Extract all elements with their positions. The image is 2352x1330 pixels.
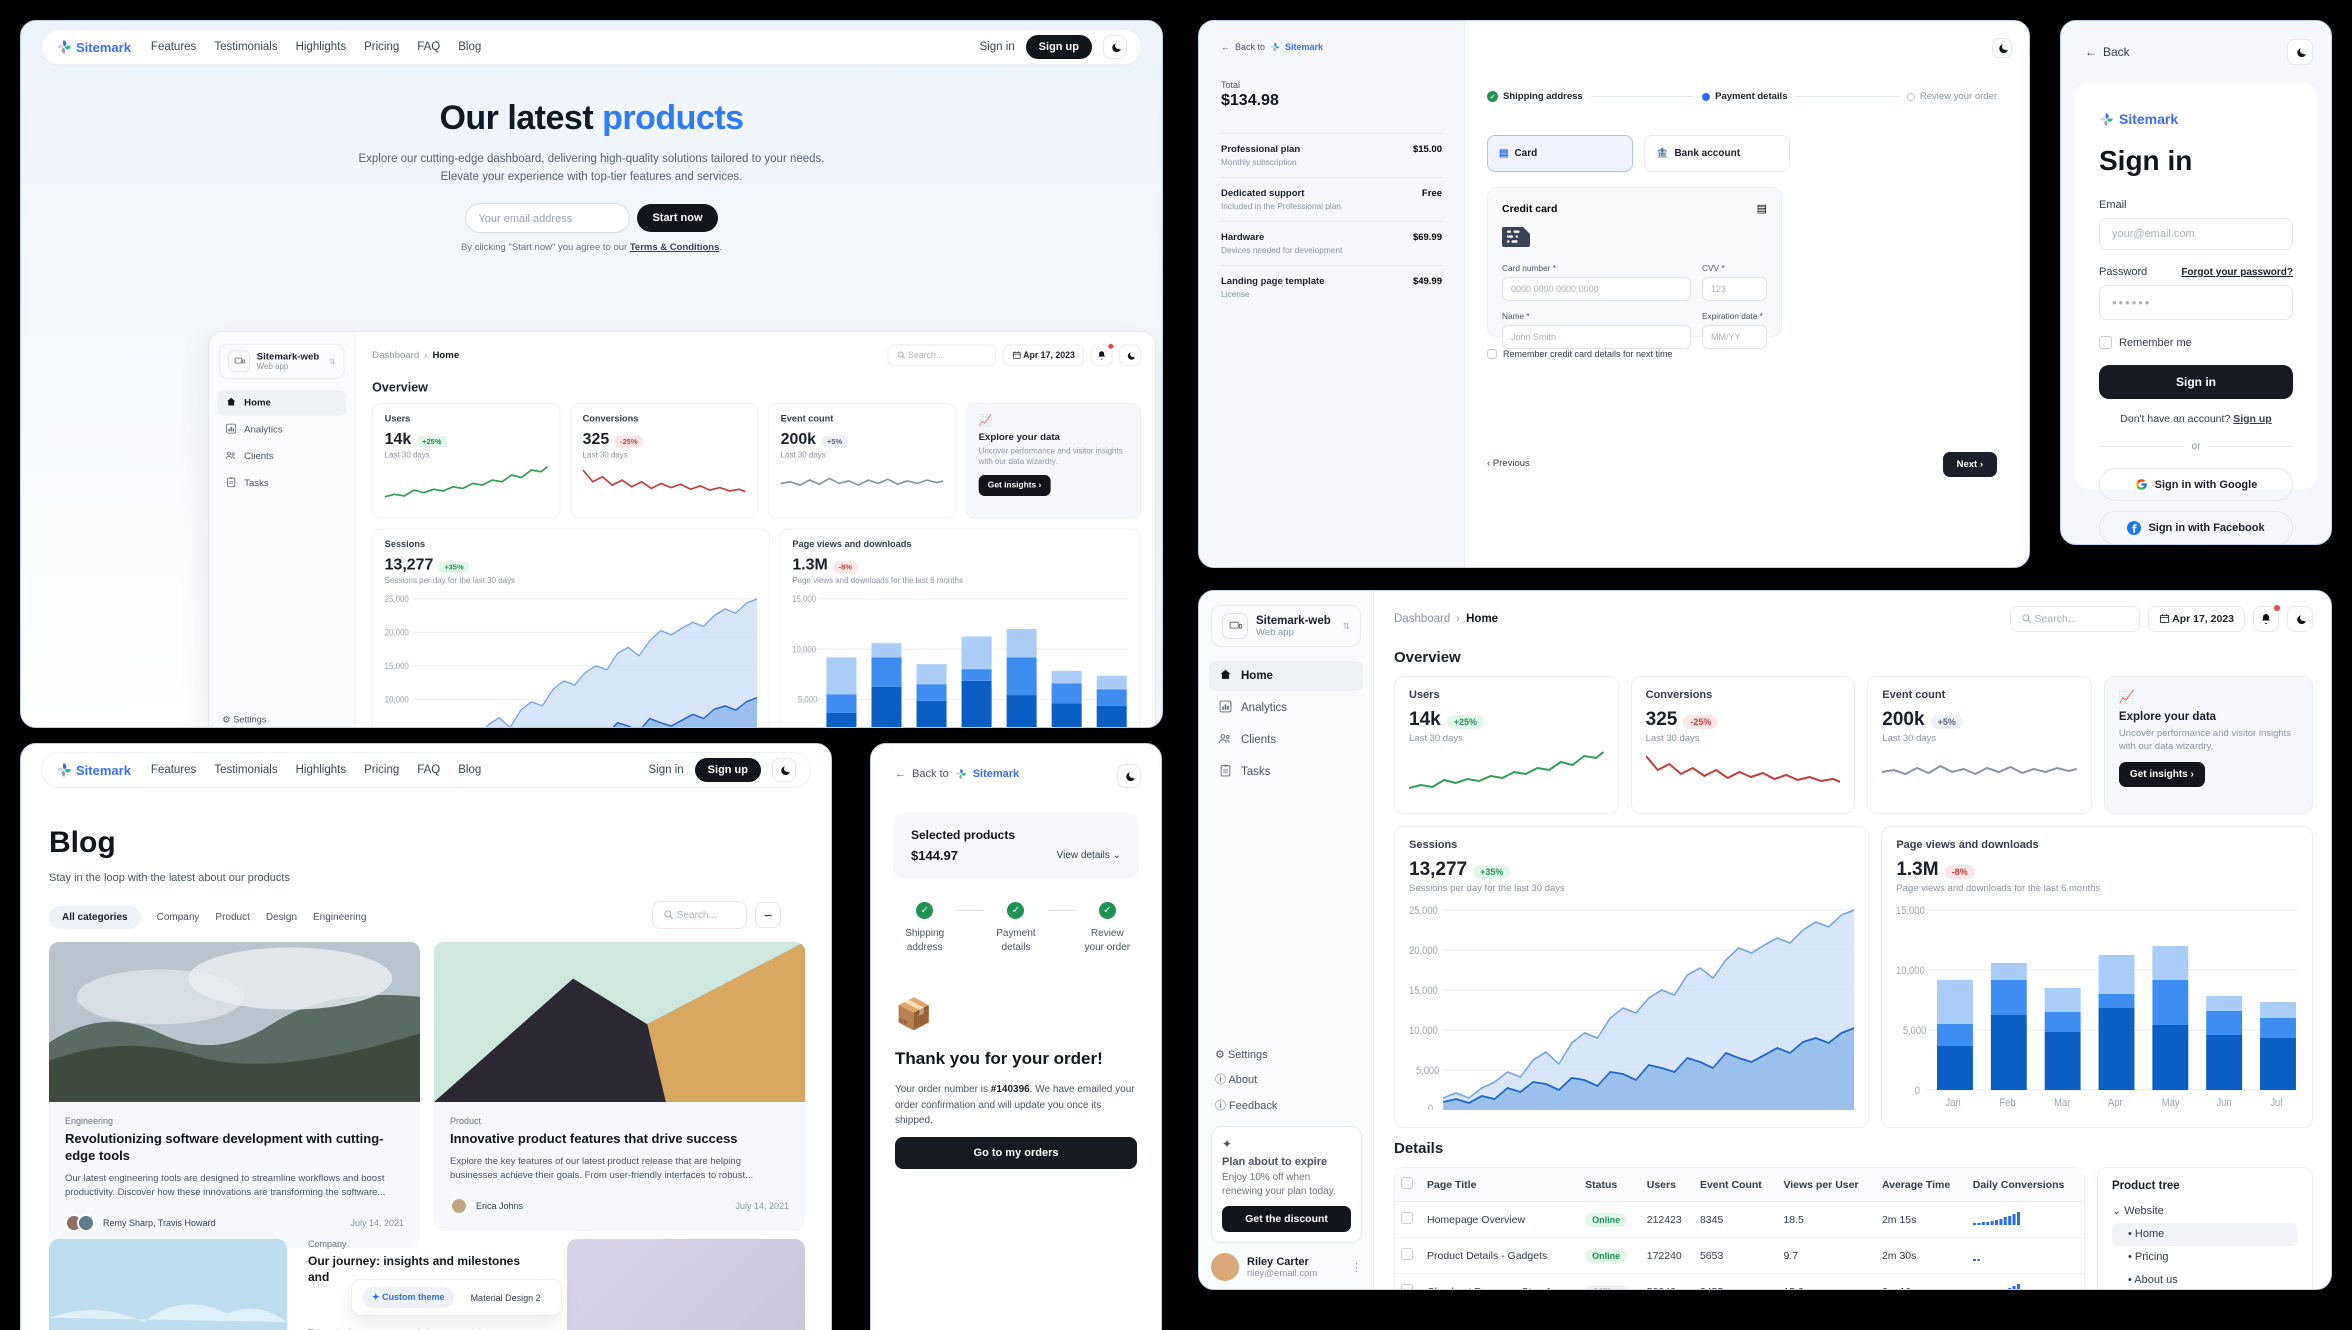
svg-text:May: May [2162, 1097, 2181, 1109]
svg-text:Jul: Jul [2271, 1097, 2283, 1109]
svg-text:15,000: 15,000 [385, 661, 409, 672]
svg-text:5,000: 5,000 [798, 694, 818, 705]
svg-text:10,000: 10,000 [385, 694, 409, 705]
svg-text:10,000: 10,000 [1896, 965, 1925, 977]
svg-text:20,000: 20,000 [385, 627, 409, 638]
svg-text:15,000: 15,000 [1409, 985, 1438, 997]
svg-text:Apr: Apr [2108, 1097, 2123, 1109]
svg-text:10,000: 10,000 [1409, 1025, 1438, 1037]
svg-text:10,000: 10,000 [792, 644, 816, 655]
svg-text:15,000: 15,000 [1896, 905, 1925, 917]
svg-text:Jan: Jan [1946, 1097, 1961, 1109]
svg-text:25,000: 25,000 [385, 594, 409, 605]
svg-text:25,000: 25,000 [1409, 905, 1438, 917]
svg-text:0: 0 [1428, 1103, 1434, 1110]
svg-text:Mar: Mar [2054, 1097, 2071, 1109]
svg-text:5,000: 5,000 [1903, 1025, 1927, 1037]
svg-text:20,000: 20,000 [1409, 945, 1438, 957]
svg-text:Feb: Feb [2000, 1097, 2016, 1109]
svg-text:0: 0 [1915, 1085, 1921, 1097]
svg-text:15,000: 15,000 [792, 594, 816, 605]
svg-text:5,000: 5,000 [390, 727, 410, 728]
svg-text:5,000: 5,000 [1416, 1065, 1440, 1077]
svg-text:Jun: Jun [2217, 1097, 2232, 1109]
